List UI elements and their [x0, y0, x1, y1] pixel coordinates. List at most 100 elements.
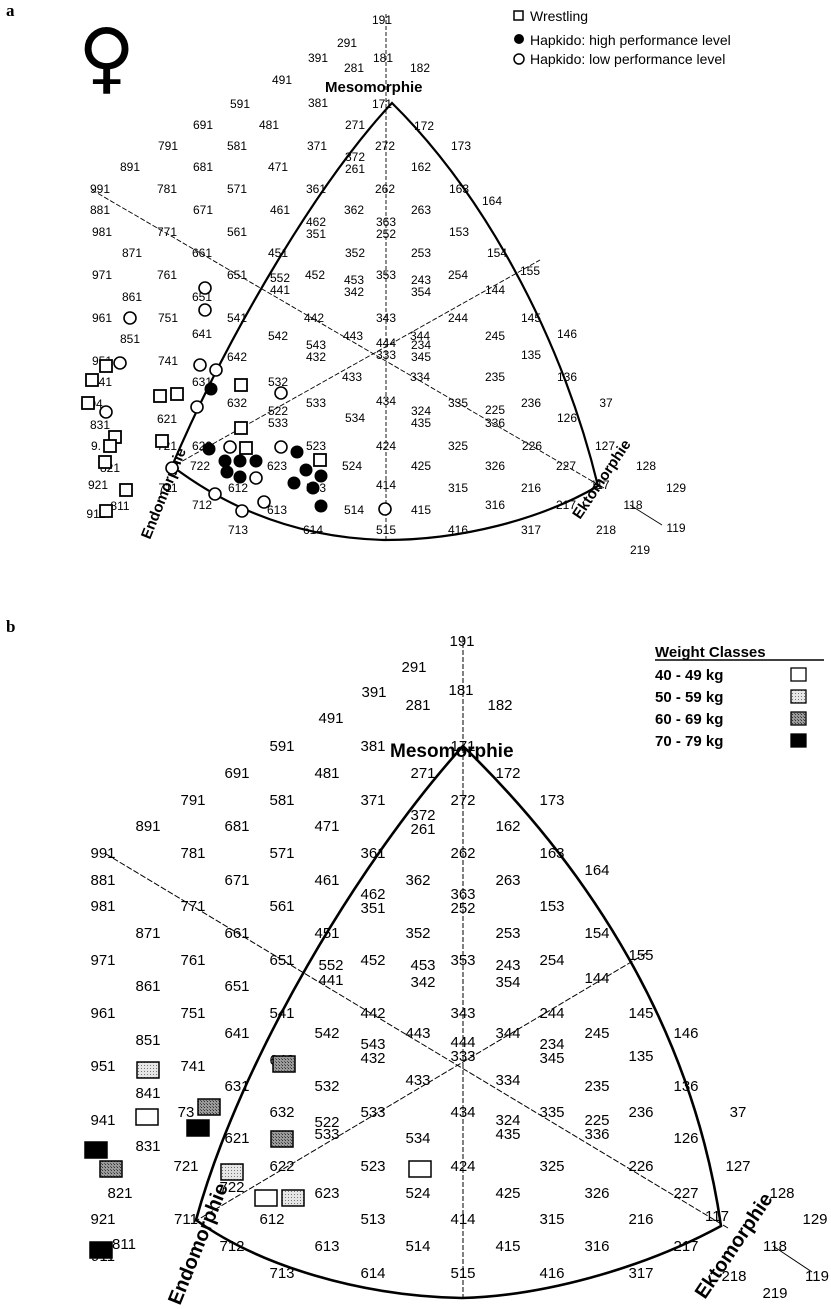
panel-b-code-271: 271 [410, 765, 435, 782]
panel-a-code-614: 614 [303, 523, 323, 537]
panel-a-point-wrestling-14 [99, 504, 113, 518]
panel-b-point-medium-3 [99, 1160, 123, 1178]
panel-a-point-high-3 [233, 454, 247, 468]
panel-b-code-118: 118 [763, 1238, 787, 1255]
panel-b-code-335: 335 [539, 1104, 564, 1121]
panel-b-code-453: 453 [410, 957, 435, 974]
panel-a-code-425: 425 [411, 459, 431, 473]
panel-a-point-high-9 [314, 469, 328, 483]
panel-a-point-low-16 [378, 502, 392, 516]
panel-a-code-226: 226 [522, 439, 542, 453]
panel-b-code-343: 343 [450, 1005, 475, 1022]
panel-a-somatochart-outline [170, 101, 600, 542]
panel-a-point-wrestling-0 [99, 359, 113, 373]
panel-a-code-324: 324 [411, 404, 431, 418]
panel-a-code-225: 225 [485, 403, 505, 417]
panel-a-code-326: 326 [485, 459, 505, 473]
panel-b-code-721: 721 [173, 1158, 198, 1175]
panel-b-code-861: 861 [135, 978, 160, 995]
panel-b-code-324: 324 [495, 1112, 520, 1129]
panel-b-code-171: 171 [450, 738, 475, 755]
panel-a-code-218: 218 [596, 523, 616, 537]
panel-b-code-533: 533 [360, 1104, 385, 1121]
panel-a-point-wrestling-4 [234, 378, 248, 392]
panel-b-code-541: 541 [269, 1005, 294, 1022]
panel-b-point-light-0 [136, 1061, 160, 1079]
panel-a-code-37: 37 [599, 396, 613, 410]
legend-swatch-black [790, 733, 807, 748]
panel-a-code-441: 441 [270, 283, 290, 297]
panel-b-code-741: 741 [180, 1058, 205, 1075]
panel-a-code-128: 128 [636, 459, 656, 473]
panel-b-code-272: 272 [450, 792, 475, 809]
panel-b-code-971: 971 [90, 952, 115, 969]
panel-a-point-high-6 [220, 465, 234, 479]
panel-a-code-621: 621 [157, 412, 177, 426]
panel-a-code-191: 191 [372, 13, 392, 27]
panel-a-code-541: 541 [227, 311, 247, 325]
panel-a-code-163: 163 [449, 182, 469, 196]
panel-b-code-513: 513 [360, 1211, 385, 1228]
panel-a-code-522: 522 [268, 404, 288, 418]
panel-a-code-252: 252 [376, 227, 396, 241]
panel-a-code-612: 612 [228, 481, 248, 495]
panel-b-code-434: 434 [450, 1104, 475, 1121]
panel-a-point-low-12 [249, 471, 263, 485]
panel-a-code-641: 641 [192, 327, 212, 341]
panel-a-letter: a [6, 1, 15, 20]
panel-b-code-651: 651 [269, 952, 294, 969]
panel-a-code-891: 891 [120, 160, 140, 174]
panel-a-code-129: 129 [666, 481, 686, 495]
panel-a-code-136: 136 [557, 370, 577, 384]
panel-b-code-542: 542 [314, 1025, 339, 1042]
panel-a-code-523: 523 [306, 439, 326, 453]
panel-b-code-119: 119 [805, 1268, 829, 1285]
panel-b-legend-swatches [790, 667, 807, 748]
panel-b-code-345: 345 [539, 1050, 564, 1067]
panel-b-code-253: 253 [495, 925, 520, 942]
panel-a-point-high-11 [287, 476, 301, 490]
panel-a-code-961: 961 [92, 311, 112, 325]
panel-a-point-low-3 [113, 356, 127, 370]
panel-a-code-713: 713 [228, 523, 248, 537]
legend-swatch-white [790, 667, 807, 682]
panel-a-code-153: 153 [449, 225, 469, 239]
panel-a-point-wrestling-10 [98, 455, 112, 469]
panel-a-point-high-4 [249, 454, 263, 468]
panel-a-code-272: 272 [375, 139, 395, 153]
panel-b-code-533: 533 [314, 1126, 339, 1143]
panel-b-code-172: 172 [495, 765, 520, 782]
panel-a-point-low-10 [223, 440, 237, 454]
panel-b-code-681: 681 [224, 818, 249, 835]
legend-swatch-medium [790, 711, 807, 726]
panel-b-code-317: 317 [628, 1265, 653, 1282]
panel-b-point-black-2 [89, 1241, 113, 1259]
panel-b-diag-ecto [193, 951, 649, 1223]
panel-a-point-low-6 [190, 400, 204, 414]
panel-a-code-235: 235 [485, 370, 505, 384]
panel-a-code-532: 532 [268, 375, 288, 389]
panel-b-code-821: 821 [107, 1185, 132, 1202]
panel-a-point-low-4 [193, 358, 207, 372]
panel-b-code-136: 136 [673, 1078, 698, 1095]
panel-b-code-761: 761 [180, 952, 205, 969]
panel-a-code-234: 234 [411, 338, 431, 352]
panel-a-code-921: 921 [88, 478, 108, 492]
panel-a-code-543: 543 [306, 338, 326, 352]
panel-b-code-442: 442 [360, 1005, 385, 1022]
panel-a-code-444: 444 [376, 336, 396, 350]
panel-a-code-253: 253 [411, 246, 431, 260]
panel-a-point-low-1 [123, 311, 137, 325]
panel-b-code-623: 623 [314, 1185, 339, 1202]
panel-b-code-522: 522 [314, 1114, 339, 1131]
panel-a-code-172: 172 [414, 119, 434, 133]
panel-a-code-243: 243 [411, 273, 431, 287]
panel-b-point-white-2 [254, 1189, 278, 1207]
panel-a-code-415: 415 [411, 503, 431, 517]
panel-b-code-581: 581 [269, 792, 294, 809]
panel-b-code-334: 334 [495, 1072, 520, 1089]
panel-a-code-353: 353 [376, 268, 396, 282]
panel-b-code-129: 129 [802, 1211, 827, 1228]
panel-b-tick-119 [772, 1245, 813, 1273]
legend-swatch-light [790, 689, 807, 704]
